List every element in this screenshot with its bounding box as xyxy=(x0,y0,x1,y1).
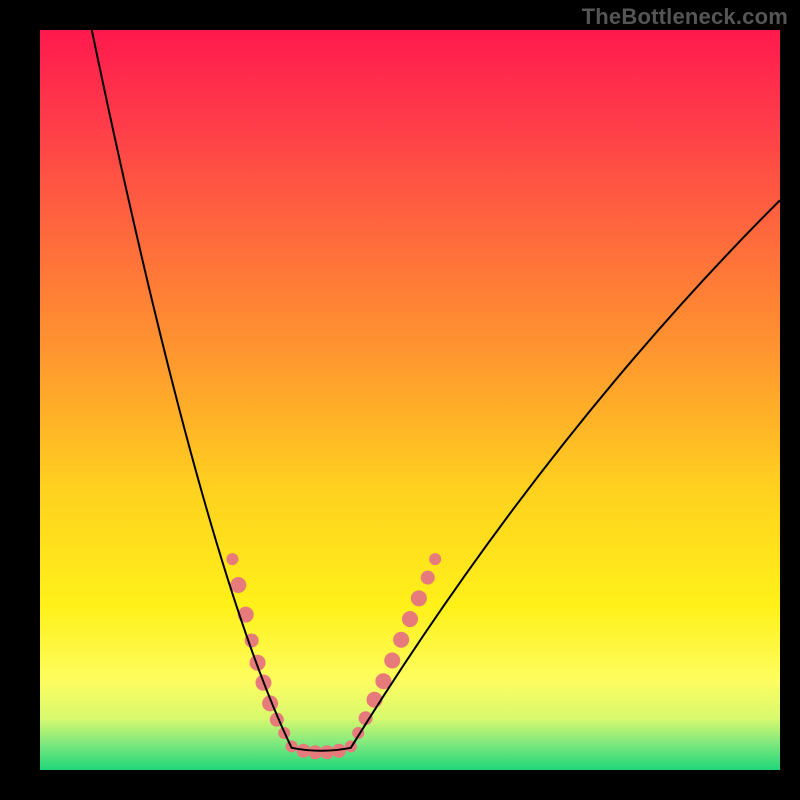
dot-marker xyxy=(230,577,246,593)
dot-marker xyxy=(226,553,238,565)
dot-marker xyxy=(429,553,441,565)
dot-marker xyxy=(411,590,427,606)
dot-marker xyxy=(320,745,334,759)
dot-marker xyxy=(402,611,418,627)
dot-marker xyxy=(384,652,400,668)
bottleneck-chart xyxy=(0,0,800,800)
chart-root: TheBottleneck.com xyxy=(0,0,800,800)
dot-marker xyxy=(421,571,435,585)
watermark-text: TheBottleneck.com xyxy=(582,4,788,30)
plot-background xyxy=(40,30,780,770)
dot-marker xyxy=(393,632,409,648)
